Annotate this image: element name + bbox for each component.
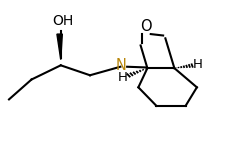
Text: O: O: [140, 19, 152, 35]
Text: H: H: [193, 58, 203, 71]
Text: H: H: [118, 71, 128, 84]
Text: N: N: [116, 58, 127, 73]
Text: OH: OH: [52, 14, 74, 28]
Polygon shape: [57, 34, 62, 60]
